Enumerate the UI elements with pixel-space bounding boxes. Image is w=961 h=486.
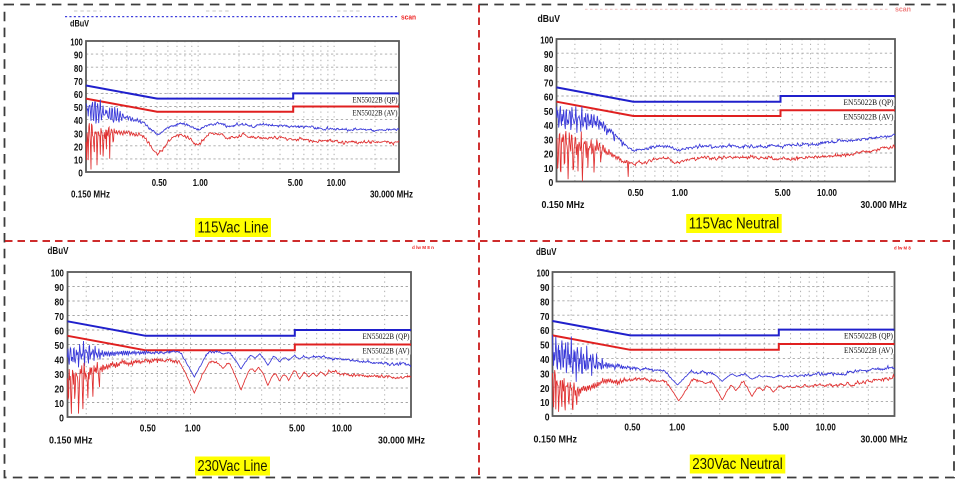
svg-text:100: 100 [70, 38, 83, 49]
svg-text:EN55022B (AV): EN55022B (AV) [844, 112, 894, 121]
svg-text:0.50: 0.50 [140, 423, 156, 435]
svg-text:10: 10 [544, 163, 554, 175]
svg-text:0.150 MHz: 0.150 MHz [534, 433, 578, 445]
svg-text:80: 80 [540, 296, 550, 308]
svg-text:0: 0 [549, 177, 554, 189]
svg-text:10: 10 [74, 156, 83, 167]
svg-text:60: 60 [540, 325, 550, 337]
svg-text:1.00: 1.00 [669, 422, 685, 434]
svg-text:d lw M 8 n: d lw M 8 n [412, 245, 434, 250]
svg-text:10.00: 10.00 [817, 187, 837, 199]
svg-text:0: 0 [59, 413, 64, 425]
svg-text:230Vac Line: 230Vac Line [198, 458, 268, 475]
svg-text:90: 90 [74, 51, 83, 62]
svg-text:30: 30 [55, 369, 65, 381]
svg-text:100: 100 [540, 35, 553, 47]
svg-text:60: 60 [55, 326, 65, 338]
svg-text:5.00: 5.00 [773, 422, 789, 434]
svg-text:d lw M 8: d lw M 8 [894, 246, 911, 251]
svg-text:70: 70 [74, 77, 83, 88]
svg-text:dBuV: dBuV [536, 247, 557, 258]
svg-text:0.50: 0.50 [624, 422, 640, 434]
svg-text:30.000 MHz: 30.000 MHz [861, 199, 908, 211]
svg-text:1.00: 1.00 [672, 187, 688, 199]
svg-text:30: 30 [544, 134, 554, 146]
svg-text:70: 70 [540, 311, 550, 323]
svg-text:115Vac Line: 115Vac Line [198, 219, 269, 236]
svg-text:0.50: 0.50 [628, 187, 644, 199]
svg-text:20: 20 [544, 149, 554, 161]
svg-text:10.00: 10.00 [327, 178, 346, 189]
svg-text:0.150 MHz: 0.150 MHz [542, 199, 585, 211]
svg-text:50: 50 [540, 340, 550, 352]
svg-text:50: 50 [55, 340, 65, 352]
svg-text:EN55022B (QP): EN55022B (QP) [844, 98, 894, 107]
svg-text:80: 80 [544, 63, 554, 75]
svg-text:90: 90 [540, 282, 550, 294]
svg-text:60: 60 [74, 90, 83, 101]
svg-text:100: 100 [537, 268, 550, 280]
svg-text:dBuV: dBuV [70, 19, 90, 29]
svg-text:0.50: 0.50 [152, 178, 168, 189]
svg-text:10: 10 [540, 397, 550, 409]
svg-text:10.00: 10.00 [332, 423, 352, 435]
svg-text:115Vac Neutral: 115Vac Neutral [689, 215, 780, 232]
svg-text:20: 20 [55, 384, 65, 396]
svg-text:EN55022B (QP): EN55022B (QP) [353, 96, 398, 105]
svg-text:70: 70 [544, 77, 554, 89]
svg-text:30: 30 [540, 368, 550, 380]
svg-text:30.000 MHz: 30.000 MHz [370, 190, 413, 201]
svg-text:30.000 MHz: 30.000 MHz [378, 434, 425, 446]
svg-text:10.00: 10.00 [816, 422, 836, 434]
svg-text:40: 40 [540, 354, 550, 366]
svg-text:50: 50 [544, 106, 554, 118]
svg-text:0.150 MHz: 0.150 MHz [71, 190, 110, 201]
svg-text:1.00: 1.00 [193, 178, 209, 189]
svg-text:5.00: 5.00 [288, 178, 304, 189]
svg-text:60: 60 [544, 92, 554, 104]
svg-text:40: 40 [544, 120, 554, 132]
svg-text:10: 10 [55, 398, 65, 410]
svg-text:80: 80 [55, 297, 65, 309]
svg-text:20: 20 [540, 383, 550, 395]
svg-text:30.000 MHz: 30.000 MHz [861, 433, 908, 445]
svg-text:0: 0 [545, 412, 550, 424]
svg-text:20: 20 [74, 142, 83, 153]
svg-text:90: 90 [544, 49, 554, 61]
svg-text:EN55022B (QP): EN55022B (QP) [844, 332, 893, 341]
svg-text:50: 50 [74, 103, 83, 114]
svg-text:EN55022B (AV): EN55022B (AV) [363, 347, 410, 356]
svg-text:100: 100 [51, 268, 64, 280]
svg-text:230Vac Neutral: 230Vac Neutral [692, 456, 783, 473]
svg-text:scan: scan [401, 12, 416, 21]
svg-text:90: 90 [55, 282, 65, 294]
svg-text:EN55022B (AV): EN55022B (AV) [353, 109, 398, 118]
svg-text:5.00: 5.00 [289, 423, 305, 435]
svg-text:EN55022B (AV): EN55022B (AV) [844, 346, 893, 355]
svg-text:0.150 MHz: 0.150 MHz [49, 434, 93, 446]
svg-text:70: 70 [55, 311, 65, 323]
svg-text:1.00: 1.00 [185, 423, 201, 435]
svg-text:40: 40 [74, 116, 83, 127]
svg-text:40: 40 [55, 355, 65, 367]
svg-text:EN55022B (QP): EN55022B (QP) [363, 332, 410, 341]
svg-text:30: 30 [74, 129, 83, 140]
svg-text:5.00: 5.00 [775, 187, 791, 199]
svg-text:0: 0 [78, 169, 83, 180]
svg-text:dBuV: dBuV [538, 14, 561, 25]
svg-text:dBuV: dBuV [48, 246, 69, 257]
svg-text:scan: scan [895, 7, 911, 14]
svg-text:80: 80 [74, 64, 83, 75]
